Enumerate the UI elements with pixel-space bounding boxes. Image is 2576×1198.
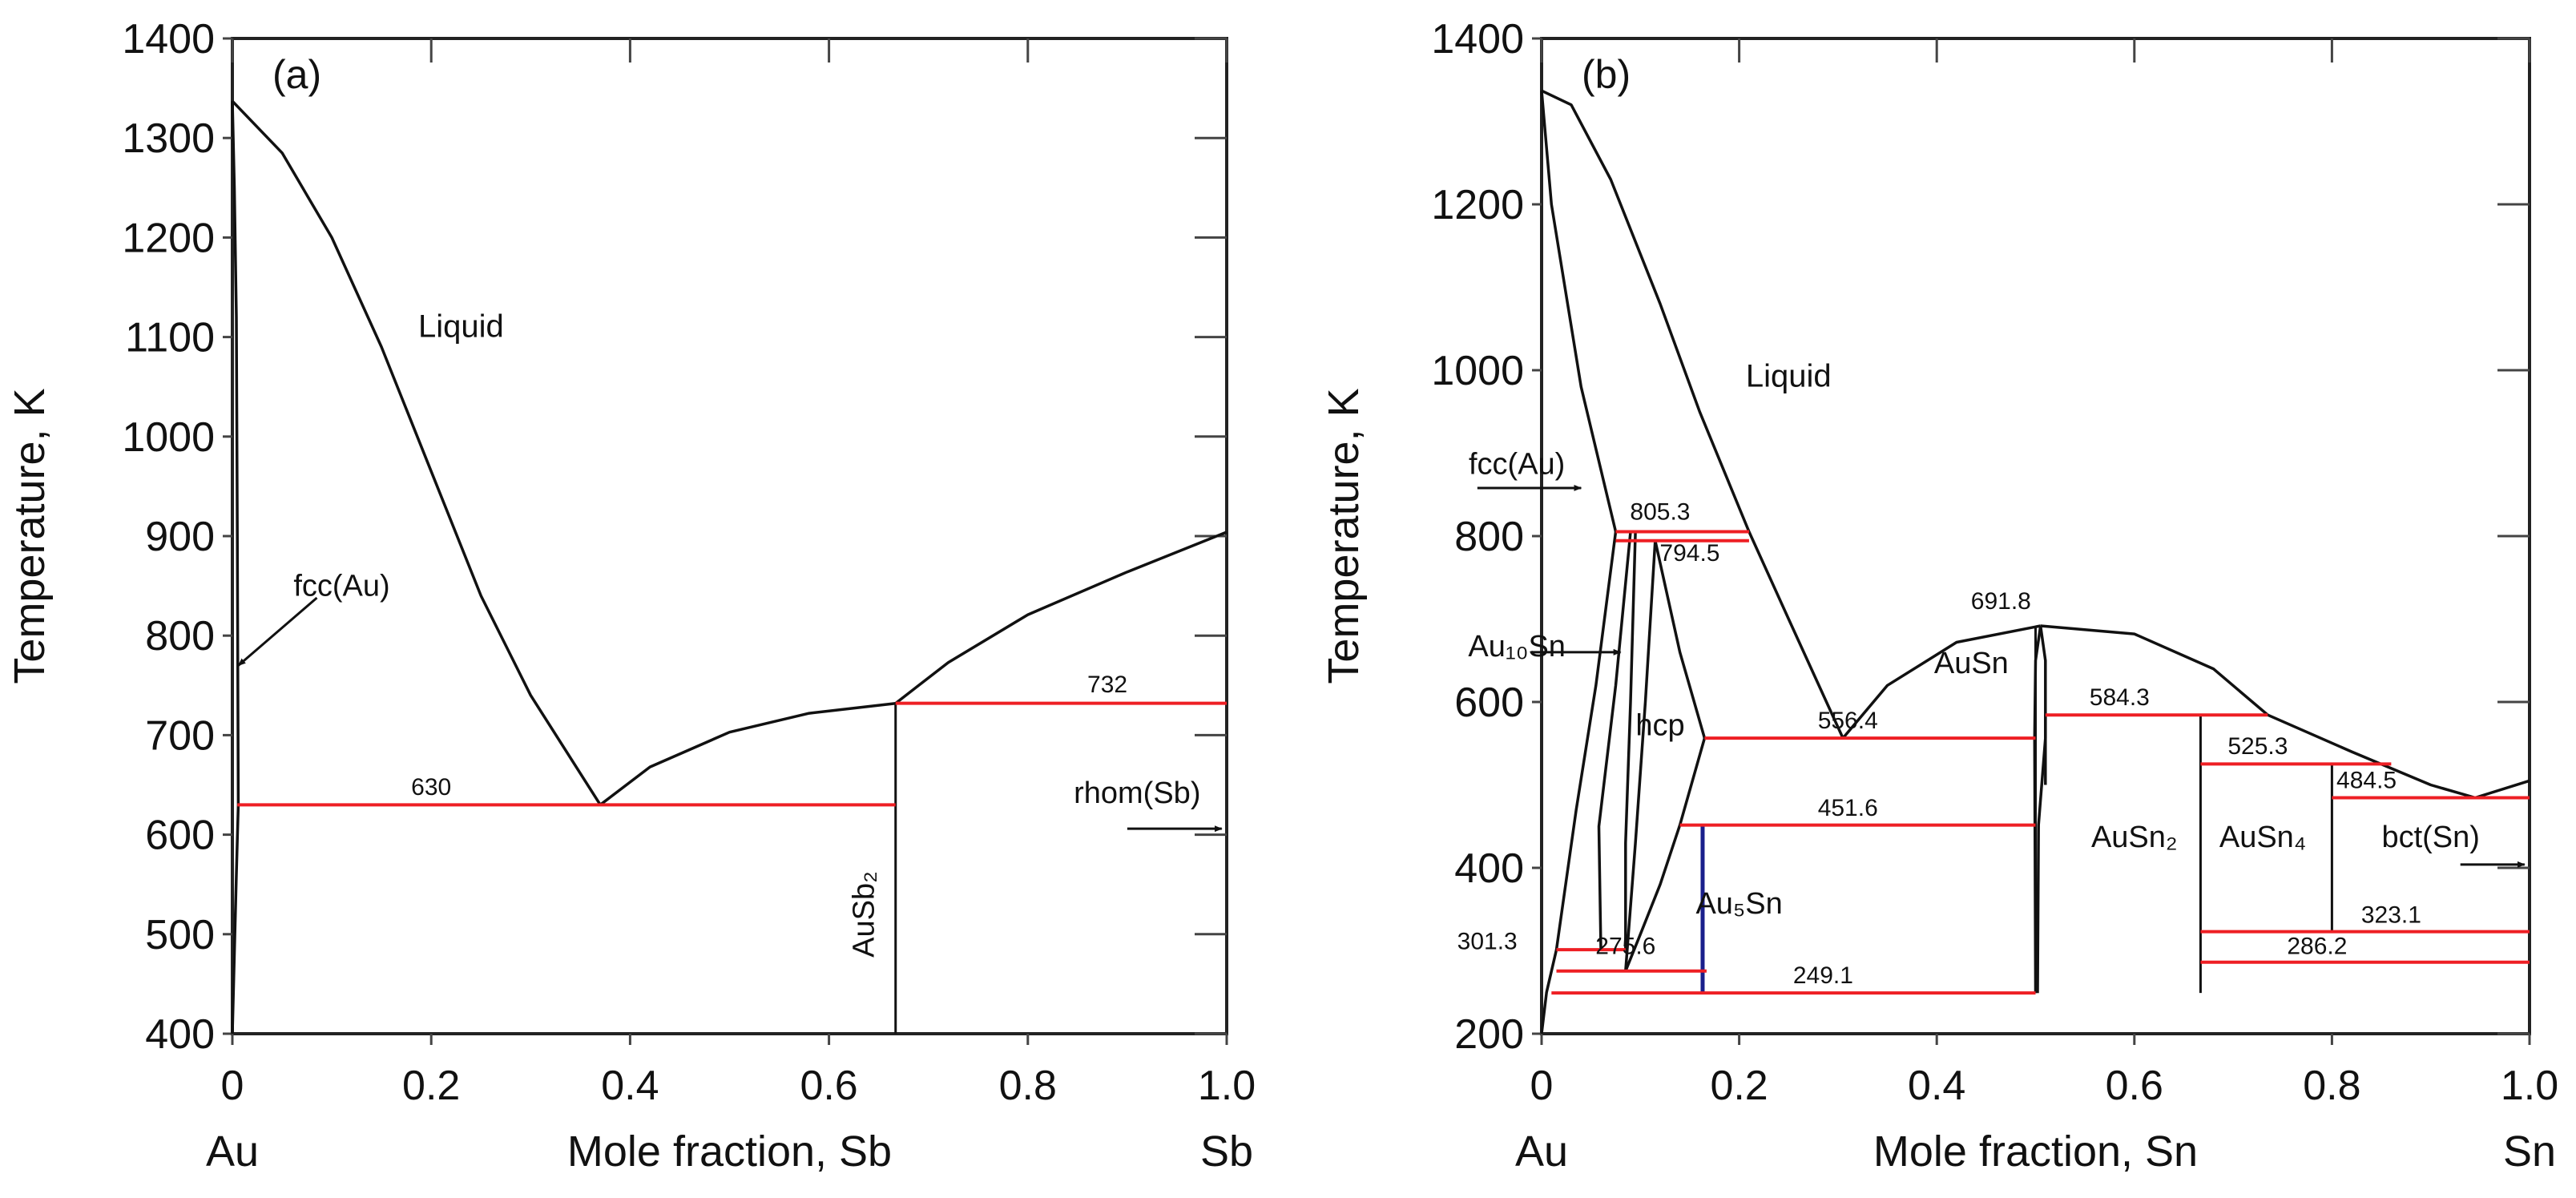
isotherm-label-b-691.8: 691.8 [1971, 588, 2031, 615]
x-end-label-right-b: Sn [2503, 1127, 2556, 1176]
isotherm-label-b-301.3: 301.3 [1457, 928, 1518, 954]
x-tick-label-b-0.2: 0.2 [1710, 1063, 1768, 1109]
region-label-b-liquid: Liquid [1746, 359, 1832, 394]
y-tick-label-a-1300: 1300 [122, 115, 215, 162]
x-tick-label-b-0.6: 0.6 [2106, 1063, 2163, 1109]
y-tick-label-b-600: 600 [1454, 680, 1524, 726]
region-label-b-bct-sn: bct(Sn) [2381, 821, 2479, 854]
x-tick-label-a-0.8: 0.8 [999, 1063, 1057, 1109]
curve-a-liquidus-Au [231, 99, 602, 806]
curve-b-au10sn-right [1624, 531, 1637, 950]
y-tick-label-a-700: 700 [145, 712, 215, 759]
isotherm-label-a-732: 732 [1087, 672, 1127, 698]
curve-b-liquidus-AuSn-left [1841, 624, 2042, 740]
y-tick-label-a-400: 400 [145, 1011, 215, 1058]
y-axis-label-b: Temperature, K [1320, 388, 1368, 684]
x-axis-label-a: Mole fraction, Sb [567, 1127, 892, 1176]
x-end-label-left-a: Au [206, 1127, 259, 1176]
y-tick-label-a-600: 600 [145, 813, 215, 859]
panel-a-au-sb: 400 500 600 700 800 900 1000 1100 1200 1300 1400 0 0… [6, 16, 1256, 1176]
curve-b-ausn-right [2036, 625, 2047, 994]
isotherm-label-b-323.1: 323.1 [2361, 902, 2421, 928]
region-label-a-ausb2: AuSb₂ [847, 871, 881, 958]
isotherm-label-b-275.6: 275.6 [1595, 934, 1655, 960]
isotherm-label-b-451.6: 451.6 [1818, 795, 1878, 821]
y-tick-label-a-800: 800 [145, 613, 215, 660]
plot-frame-a [231, 37, 1228, 1035]
region-label-a-fcc-au: fcc(Au) [293, 570, 389, 603]
region-label-b-ausn2: AuSn₂ [2091, 821, 2178, 854]
y-tick-label-a-900: 900 [145, 514, 215, 560]
x-tick-label-b-0.8: 0.8 [2303, 1063, 2360, 1109]
region-label-b-au5sn: Au₅Sn [1695, 887, 1782, 921]
isotherm-label-a-630: 630 [411, 774, 451, 801]
curve-b-liquidus-AuSn-right [2040, 624, 2269, 716]
curve-b-liquidus-mid [1748, 530, 1844, 739]
x-end-label-right-a: Sb [1200, 1127, 1253, 1176]
y-tick-label-a-1400: 1400 [122, 16, 215, 63]
x-axis-label-b: Mole fraction, Sn [1873, 1127, 2198, 1176]
y-tick-label-b-800: 800 [1454, 514, 1524, 560]
region-label-b-ausn4: AuSn₄ [2219, 821, 2306, 854]
isotherm-label-b-484.5: 484.5 [2336, 768, 2397, 794]
curve-a-liquidus-AuSb2 [599, 701, 896, 806]
y-tick-label-a-1100: 1100 [125, 315, 215, 361]
curve-a-liquidus-Sb [894, 530, 1228, 705]
curve-b-liquidus-Sn [2267, 713, 2530, 800]
curve-b-hcp-left [1624, 540, 1657, 971]
y-tick-label-b-200: 200 [1454, 1011, 1524, 1058]
region-label-b-ausn: AuSn [1934, 647, 2009, 680]
y-tick-label-a-1000: 1000 [122, 414, 215, 461]
isotherm-label-b-794.5: 794.5 [1659, 540, 1719, 567]
y-tick-label-b-400: 400 [1454, 845, 1524, 892]
x-tick-label-b-1.0: 1.0 [2501, 1063, 2558, 1109]
region-label-a-liquid: Liquid [418, 309, 504, 345]
y-tick-label-b-1200: 1200 [1431, 182, 1524, 228]
x-tick-label-b-0.4: 0.4 [1908, 1063, 1965, 1109]
panel-b-au-sn: 200 400 600 800 1000 1200 1400 0 0.2 0.4 0.6 0.8 1.0… [1320, 16, 2558, 1176]
curve-a-solidus-fcc [231, 101, 240, 1035]
isotherm-label-b-805.3: 805.3 [1630, 498, 1690, 525]
pointer-arrow-a-1 [237, 596, 318, 667]
region-label-b-au10sn: Au₁₀Sn [1468, 630, 1566, 664]
x-end-label-left-b: Au [1515, 1127, 1568, 1176]
x-tick-label-a-0.2: 0.2 [402, 1063, 460, 1109]
region-label-a-rhom-sb: rhom(Sb) [1074, 776, 1200, 810]
region-label-b-fcc-au: fcc(Au) [1469, 447, 1565, 481]
curve-b-fcc-solvus [1540, 531, 1618, 1035]
y-tick-label-b-1400: 1400 [1431, 16, 1524, 63]
curve-b-hcp-right [1654, 540, 1707, 739]
y-tick-label-a-500: 500 [145, 912, 215, 958]
x-tick-label-a-1.0: 1.0 [1198, 1063, 1256, 1109]
panel-label-b: (b) [1582, 52, 1631, 97]
x-tick-label-a-0: 0 [221, 1063, 244, 1109]
y-axis-label-a: Temperature, K [6, 388, 54, 684]
curve-b-liquidus-Au [1541, 89, 1751, 533]
isotherm-label-b-286.2: 286.2 [2287, 934, 2347, 960]
x-tick-label-a-0.4: 0.4 [601, 1063, 659, 1109]
region-label-b-hcp: hcp [1635, 708, 1684, 742]
isotherm-label-b-525.3: 525.3 [2227, 733, 2288, 760]
panel-label-a: (a) [272, 52, 321, 97]
isotherm-label-b-249.1: 249.1 [1793, 962, 1853, 989]
y-tick-label-a-1200: 1200 [122, 215, 215, 261]
x-tick-label-b-0: 0 [1530, 1063, 1554, 1109]
y-tick-label-b-1000: 1000 [1431, 348, 1524, 394]
curve-b-au10sn-left [1597, 531, 1632, 950]
curve-b-fcc-solidus [1540, 91, 1618, 532]
x-tick-label-a-0.6: 0.6 [800, 1063, 857, 1109]
isotherm-label-b-584.3: 584.3 [2090, 684, 2150, 711]
isotherm-label-b-556.4: 556.4 [1818, 708, 1878, 734]
curve-b-hcp-solvus [1624, 737, 1707, 972]
